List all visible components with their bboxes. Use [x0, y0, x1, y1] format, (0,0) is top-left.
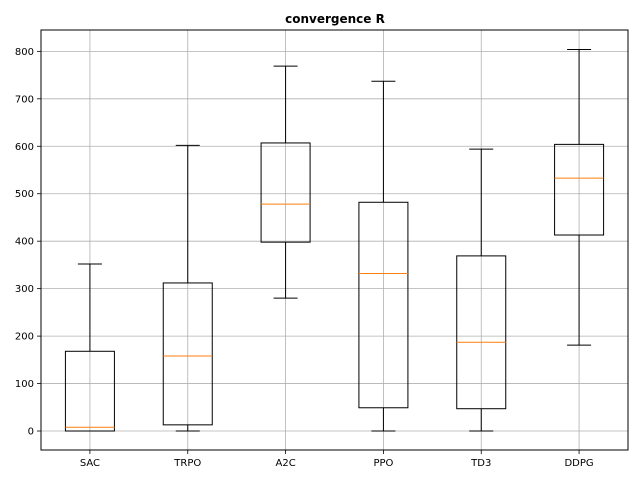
iqr-box [358, 201, 409, 409]
x-tick-label: PPO [373, 458, 393, 469]
x-tick-label: A2C [275, 458, 295, 469]
y-tick-label: 200 [15, 332, 34, 343]
y-tick-label: 100 [15, 379, 34, 390]
box-sac [64, 263, 115, 432]
x-axis: SAC TRPO A2C PPO TD3 DDPG [80, 450, 594, 469]
iqr-box [554, 143, 605, 236]
y-tick-label: 0 [28, 427, 34, 438]
box-td3 [456, 148, 507, 432]
x-tick-label: SAC [80, 458, 100, 469]
y-tick-label: 300 [15, 284, 34, 295]
x-tick-label: DDPG [564, 458, 593, 469]
iqr-box [64, 350, 115, 432]
iqr-box [456, 255, 507, 410]
y-tick-label: 500 [15, 189, 34, 200]
y-tick-label: 800 [15, 47, 34, 58]
x-tick-label: TD3 [470, 458, 491, 469]
iqr-box [260, 142, 311, 243]
y-tick-label: 700 [15, 94, 34, 105]
grid-lines [41, 30, 628, 450]
plot-frame [40, 29, 629, 451]
box-a2c [260, 65, 311, 299]
y-axis: 0 100 200 300 400 500 600 700 800 [15, 47, 41, 438]
box-series [64, 48, 605, 432]
chart-title: convergence R [285, 12, 385, 26]
x-tick-label: TRPO [173, 458, 201, 469]
y-tick-label: 400 [15, 237, 34, 248]
box-trpo [162, 144, 213, 432]
box-ppo [358, 80, 409, 432]
iqr-box [162, 282, 213, 426]
y-tick-label: 600 [15, 142, 34, 153]
box-ddpg [554, 48, 605, 346]
